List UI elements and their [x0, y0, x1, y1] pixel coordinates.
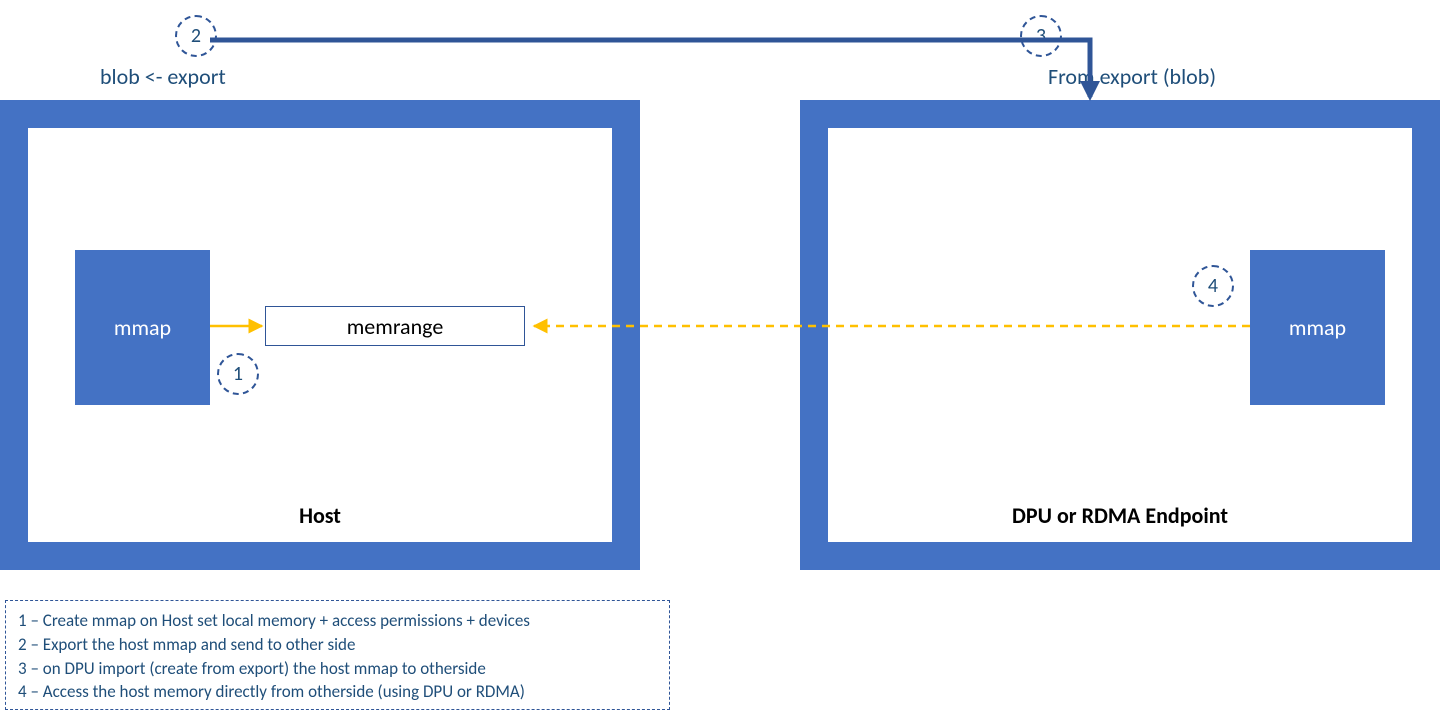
legend-line: 1 – Create mmap on Host set local memory…: [18, 609, 657, 633]
legend-box: 1 – Create mmap on Host set local memory…: [5, 600, 670, 710]
memrange-box: memrange: [265, 306, 525, 346]
legend-line: 4 – Access the host memory directly from…: [18, 680, 657, 704]
step-1-circle: 1: [217, 353, 259, 395]
step-2-circle: 2: [175, 15, 217, 57]
blue-arrow: [210, 40, 1090, 97]
step-3-circle: 3: [1020, 15, 1062, 57]
host-mmap-label: mmap: [114, 314, 171, 341]
step-2-label: blob <- export: [100, 63, 226, 90]
step-2-num: 2: [191, 24, 201, 48]
legend-line: 3 – on DPU import (create from export) t…: [18, 657, 657, 681]
step-1-num: 1: [233, 362, 243, 386]
step-3-num: 3: [1036, 24, 1046, 48]
step-4-circle: 4: [1192, 265, 1234, 307]
step-4-num: 4: [1208, 274, 1218, 298]
memrange-label: memrange: [347, 313, 444, 340]
dpu-mmap-box: mmap: [1250, 250, 1385, 405]
legend-line: 2 – Export the host mmap and send to oth…: [18, 633, 657, 657]
dpu-title: DPU or RDMA Endpoint: [800, 502, 1440, 529]
dpu-mmap-label: mmap: [1289, 314, 1346, 341]
host-title: Host: [0, 502, 640, 529]
host-mmap-box: mmap: [75, 250, 210, 405]
step-3-label: From export (blob): [1048, 63, 1216, 90]
